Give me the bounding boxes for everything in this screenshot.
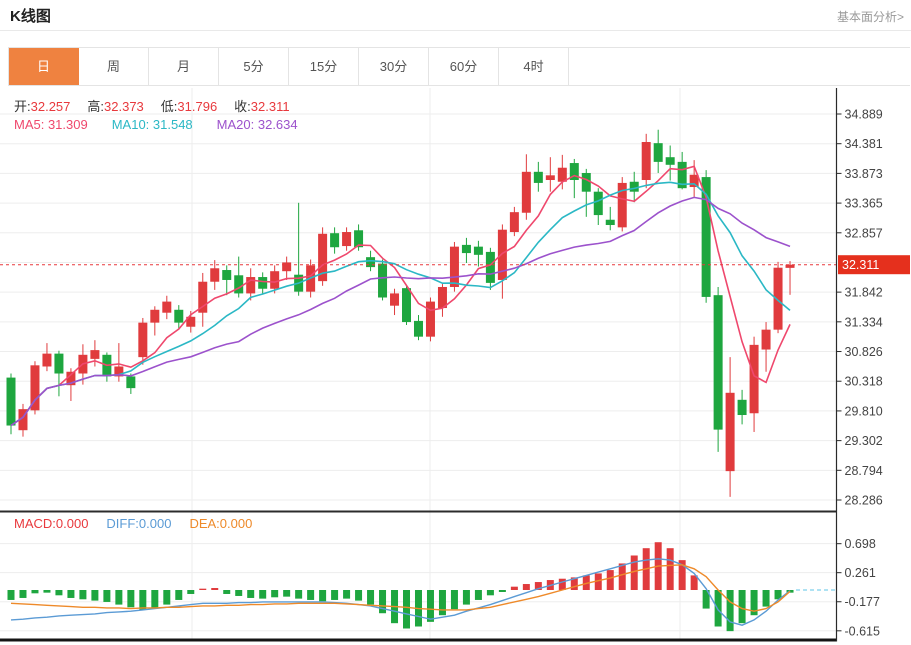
ma20-legend: MA20: 32.634 [216, 117, 298, 132]
close-value: 32.311 [250, 99, 290, 114]
header-divider [0, 30, 911, 31]
svg-text:31.334: 31.334 [845, 315, 883, 329]
svg-text:0.261: 0.261 [845, 566, 876, 580]
tab-30分[interactable]: 30分 [359, 48, 429, 85]
svg-text:31.842: 31.842 [845, 286, 883, 300]
svg-text:29.302: 29.302 [845, 434, 883, 448]
svg-text:33.873: 33.873 [845, 167, 883, 181]
tab-周[interactable]: 周 [79, 48, 149, 85]
svg-text:33.365: 33.365 [845, 197, 883, 211]
tab-月[interactable]: 月 [149, 48, 219, 85]
diff-line [10, 558, 791, 626]
open-value: 32.257 [30, 99, 71, 114]
last-price-badge: 32.311 [838, 255, 910, 275]
tab-4时[interactable]: 4时 [499, 48, 569, 85]
low-value: 31.796 [177, 99, 218, 114]
svg-text:29.810: 29.810 [845, 404, 883, 418]
macd-value: MACD:0.000 [14, 516, 89, 531]
macd-histogram [7, 542, 794, 632]
svg-text:32.311: 32.311 [842, 258, 879, 272]
open-label: 开: [14, 99, 31, 114]
svg-text:0.698: 0.698 [845, 537, 876, 551]
dea-value: DEA:0.000 [189, 516, 253, 531]
candles-layer [6, 129, 795, 497]
main-grid [0, 88, 837, 639]
close-label: 收: [234, 99, 251, 114]
svg-text:-0.615: -0.615 [845, 624, 880, 638]
svg-text:28.286: 28.286 [845, 494, 883, 508]
dea-line [10, 564, 791, 612]
diff-value: DIFF:0.000 [106, 516, 172, 531]
tab-5分[interactable]: 5分 [219, 48, 289, 85]
price-axis: 34.889 34.381 33.873 33.365 32.857 31.842 31.3… [836, 108, 883, 508]
interval-tabs: 日周月 5分 15分 30分 60分 4时 [8, 47, 910, 86]
ma5-line [10, 165, 791, 427]
svg-text:34.889: 34.889 [845, 108, 883, 122]
svg-text:30.826: 30.826 [845, 345, 883, 359]
ma5-legend: MA5: 31.309 [14, 117, 88, 132]
macd-legend: MACD:0.000 DIFF:0.000 DEA:0.000 [14, 516, 252, 531]
svg-text:34.381: 34.381 [845, 137, 883, 151]
svg-text:28.794: 28.794 [845, 464, 883, 478]
macd-axis: 0.698 0.261 -0.177 -0.615 [836, 537, 880, 638]
tab-15分[interactable]: 15分 [289, 48, 359, 85]
tab-60分[interactable]: 60分 [429, 48, 499, 85]
ohlc-legend: 开:32.257 高:32.373 低:31.796 收:32.311 [14, 96, 290, 115]
ma20-line [10, 196, 791, 427]
high-value: 32.373 [104, 99, 144, 114]
ma10-legend: MA10: 31.548 [111, 117, 193, 132]
fundamental-analysis-link[interactable]: 基本面分析> [836, 10, 904, 24]
ma10-line [10, 181, 791, 427]
ma-legend: MA5: 31.309 MA10: 31.548 MA20: 32.634 [14, 117, 298, 132]
svg-text:32.857: 32.857 [845, 226, 883, 240]
page-title: K线图 [10, 8, 51, 25]
low-label: 低: [160, 99, 178, 114]
svg-text:-0.177: -0.177 [845, 595, 880, 609]
high-label: 高: [87, 99, 105, 114]
panel-borders [0, 88, 838, 642]
svg-text:30.318: 30.318 [845, 375, 883, 389]
tab-日[interactable]: 日 [9, 48, 79, 85]
